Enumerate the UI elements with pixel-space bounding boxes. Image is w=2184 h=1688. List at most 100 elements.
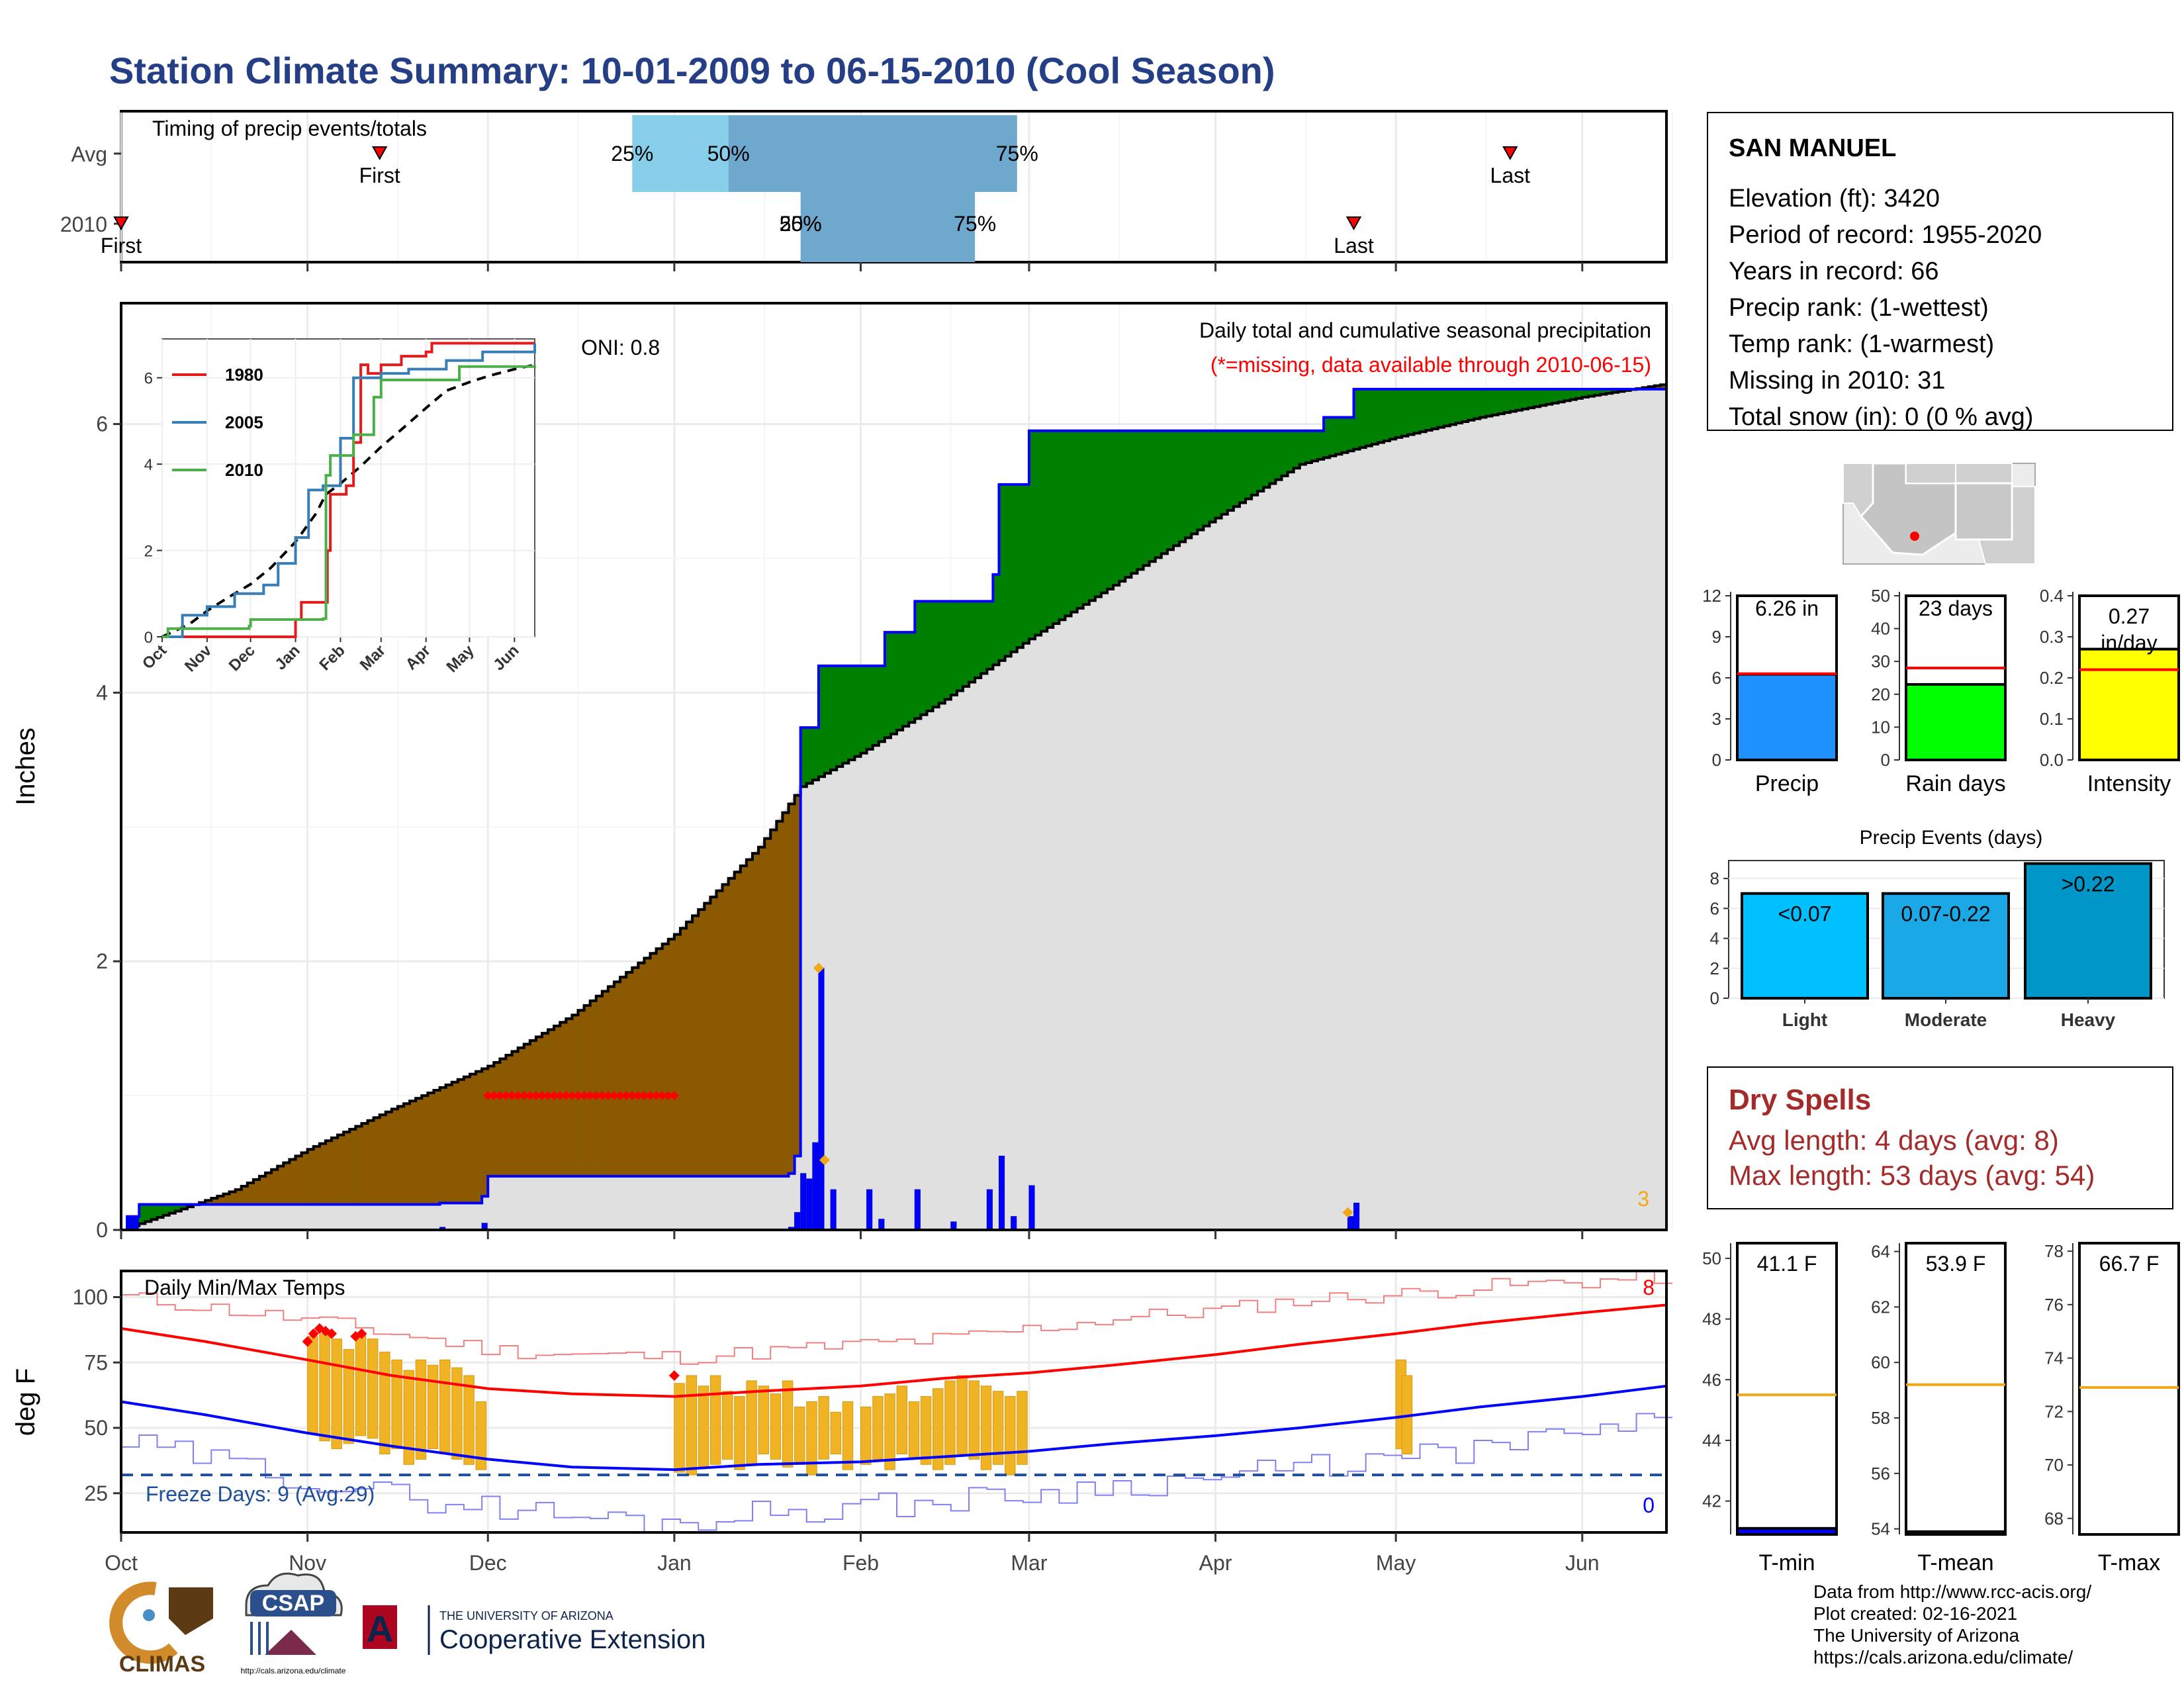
precip-y-tick-label: 6 <box>96 412 108 436</box>
daily-temp-range-bar <box>709 1375 721 1465</box>
surplus-area <box>1522 389 1529 409</box>
deficit-area <box>349 1129 356 1205</box>
surplus-area <box>800 727 807 787</box>
inset-series-1980 <box>162 342 535 638</box>
daily-precip-bar <box>878 1219 885 1231</box>
average-min-temp-line <box>120 1384 1667 1472</box>
missing-day-marker <box>585 1091 595 1101</box>
deficit-area <box>1660 385 1667 389</box>
temp-summary-y-tick-label: 42 <box>1702 1491 1721 1511</box>
missing-day-marker <box>513 1091 523 1101</box>
locator-map <box>1843 462 2036 565</box>
daily-temp-range-bar <box>331 1338 342 1450</box>
station-info-line: Temp rank: (1-warmest) <box>1729 330 1994 358</box>
deficit-area <box>680 928 687 1176</box>
summary-y-tick-label: 0.0 <box>2040 750 2064 770</box>
surplus-area <box>1456 389 1463 424</box>
daily-temp-range-bar <box>842 1401 854 1470</box>
deficit-area <box>355 1126 363 1205</box>
precip-y-tick-label: 4 <box>96 680 108 704</box>
surplus-area <box>897 632 903 730</box>
month-tick-label: May <box>1376 1551 1416 1575</box>
record-high-marker <box>302 1336 313 1347</box>
inset-legend-label-2010: 2010 <box>225 460 263 480</box>
surplus-area <box>1246 430 1252 499</box>
temp-title: Daily Min/Max Temps <box>144 1276 345 1299</box>
timing-first-marker <box>371 146 388 161</box>
deficit-area <box>584 1006 591 1176</box>
events-bar-range: >0.22 <box>2062 872 2115 896</box>
temp-y-tick-label: 75 <box>84 1350 108 1374</box>
temp-summary-frame-T-mean <box>1905 1242 2007 1536</box>
surplus-area <box>872 665 880 746</box>
summary-y-tick-label: 0.4 <box>2040 586 2064 606</box>
surplus-area <box>1564 389 1571 401</box>
surplus-area <box>1137 430 1144 570</box>
surplus-area <box>1239 430 1246 503</box>
missing-day-marker <box>663 1091 673 1101</box>
surplus-area <box>1281 430 1289 476</box>
summary-y-tick-label: 3 <box>1712 709 1721 729</box>
ua-name: THE UNIVERSITY OF ARIZONA <box>439 1609 614 1622</box>
deficit-area <box>662 943 669 1176</box>
temp-summary-value-label: 53.9 F <box>1926 1252 1986 1276</box>
surplus-area <box>1149 430 1156 562</box>
surplus-area <box>151 1204 158 1220</box>
summary-y-tick-label: 50 <box>1871 586 1890 606</box>
station-info-line: Missing in 2010: 31 <box>1729 367 1945 395</box>
timing-first-label: First <box>359 164 400 187</box>
deficit-area <box>445 1084 453 1203</box>
surplus-area <box>1449 389 1457 425</box>
surplus-area <box>1173 430 1180 546</box>
deficit-area <box>404 1103 410 1205</box>
logos: CLIMAS CSAP http://cals.arizona.edu/clim… <box>109 1572 705 1677</box>
surplus-area <box>1107 430 1114 589</box>
surplus-area <box>1161 430 1168 554</box>
deficit-area <box>590 1000 597 1176</box>
deficit-area <box>734 872 741 1176</box>
surplus-area <box>962 601 970 686</box>
temp-ylabel: deg F <box>11 1368 40 1436</box>
surplus-area <box>1480 389 1487 418</box>
inset-y-tick-label: 6 <box>144 370 153 388</box>
deficit-area <box>494 1062 500 1176</box>
daily-precip-bar <box>914 1189 921 1231</box>
daily-temp-range-bar <box>307 1336 318 1434</box>
surplus-area <box>1065 430 1072 616</box>
surplus-area <box>1131 430 1138 574</box>
temp-y-tick-label: 50 <box>84 1416 108 1440</box>
surplus-area <box>848 665 856 760</box>
daily-temp-range-bar <box>896 1385 907 1455</box>
missing-day-marker <box>669 1091 679 1101</box>
daily-temp-range-bar <box>933 1388 944 1470</box>
surplus-area <box>1077 430 1084 608</box>
surplus-area <box>169 1204 176 1213</box>
deficit-area <box>247 1182 254 1205</box>
surplus-area <box>825 665 831 774</box>
surplus-area <box>1197 430 1205 530</box>
deficit-area <box>529 1040 537 1176</box>
missing-day-marker <box>519 1091 529 1101</box>
precip-frame <box>120 302 1668 1231</box>
deficit-area <box>488 1066 494 1176</box>
surplus-area <box>1582 389 1589 398</box>
daily-temp-range-bar <box>451 1367 463 1460</box>
station-name: SAN MANUEL <box>1729 134 1896 162</box>
surplus-area <box>1528 389 1535 408</box>
deficit-area <box>379 1115 387 1205</box>
temp-y-tick-label: 25 <box>84 1481 108 1505</box>
events-y-tick-label: 2 <box>1710 959 1719 978</box>
timing-row-label: Avg <box>71 142 107 166</box>
deficit-area <box>698 909 705 1176</box>
ua-extension: Cooperative Extension <box>439 1625 705 1654</box>
daily-precip-bar <box>866 1189 873 1231</box>
daily-temp-range-bar <box>872 1396 884 1460</box>
deficit-area <box>301 1152 308 1205</box>
surplus-area <box>1203 430 1210 526</box>
surplus-area <box>139 1204 146 1224</box>
daily-temp-range-bar <box>746 1380 757 1465</box>
surplus-area <box>1606 389 1613 394</box>
surplus-area <box>1324 417 1330 458</box>
daily-temp-range-bar <box>379 1351 390 1454</box>
missing-day-marker <box>537 1091 547 1101</box>
